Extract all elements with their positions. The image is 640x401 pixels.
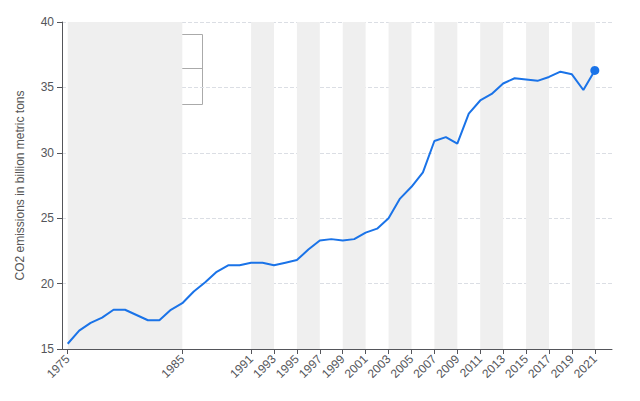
svg-text:2001: 2001 (342, 352, 371, 381)
svg-text:2019: 2019 (548, 352, 577, 381)
svg-text:2005: 2005 (388, 352, 417, 381)
svg-text:2013: 2013 (479, 352, 508, 381)
svg-text:35: 35 (41, 80, 55, 94)
svg-text:15: 15 (41, 342, 55, 356)
svg-text:30: 30 (41, 146, 55, 160)
svg-text:2009: 2009 (434, 352, 463, 381)
svg-text:1999: 1999 (319, 352, 348, 381)
svg-text:1985: 1985 (159, 352, 188, 381)
svg-text:2007: 2007 (411, 352, 440, 381)
svg-text:40: 40 (41, 15, 55, 29)
svg-text:CO2 emissions in billion metri: CO2 emissions in billion metric tons (13, 90, 27, 280)
svg-text:1993: 1993 (250, 352, 279, 381)
svg-text:2015: 2015 (502, 352, 531, 381)
svg-text:25: 25 (41, 211, 55, 225)
svg-text:1997: 1997 (296, 352, 325, 381)
svg-text:1975: 1975 (44, 352, 73, 381)
svg-text:2021: 2021 (571, 352, 600, 381)
svg-text:2003: 2003 (365, 352, 394, 381)
svg-text:20: 20 (41, 277, 55, 291)
svg-text:1995: 1995 (273, 352, 302, 381)
svg-text:2017: 2017 (525, 352, 554, 381)
svg-text:2011: 2011 (457, 352, 485, 380)
svg-text:1991: 1991 (227, 352, 256, 381)
